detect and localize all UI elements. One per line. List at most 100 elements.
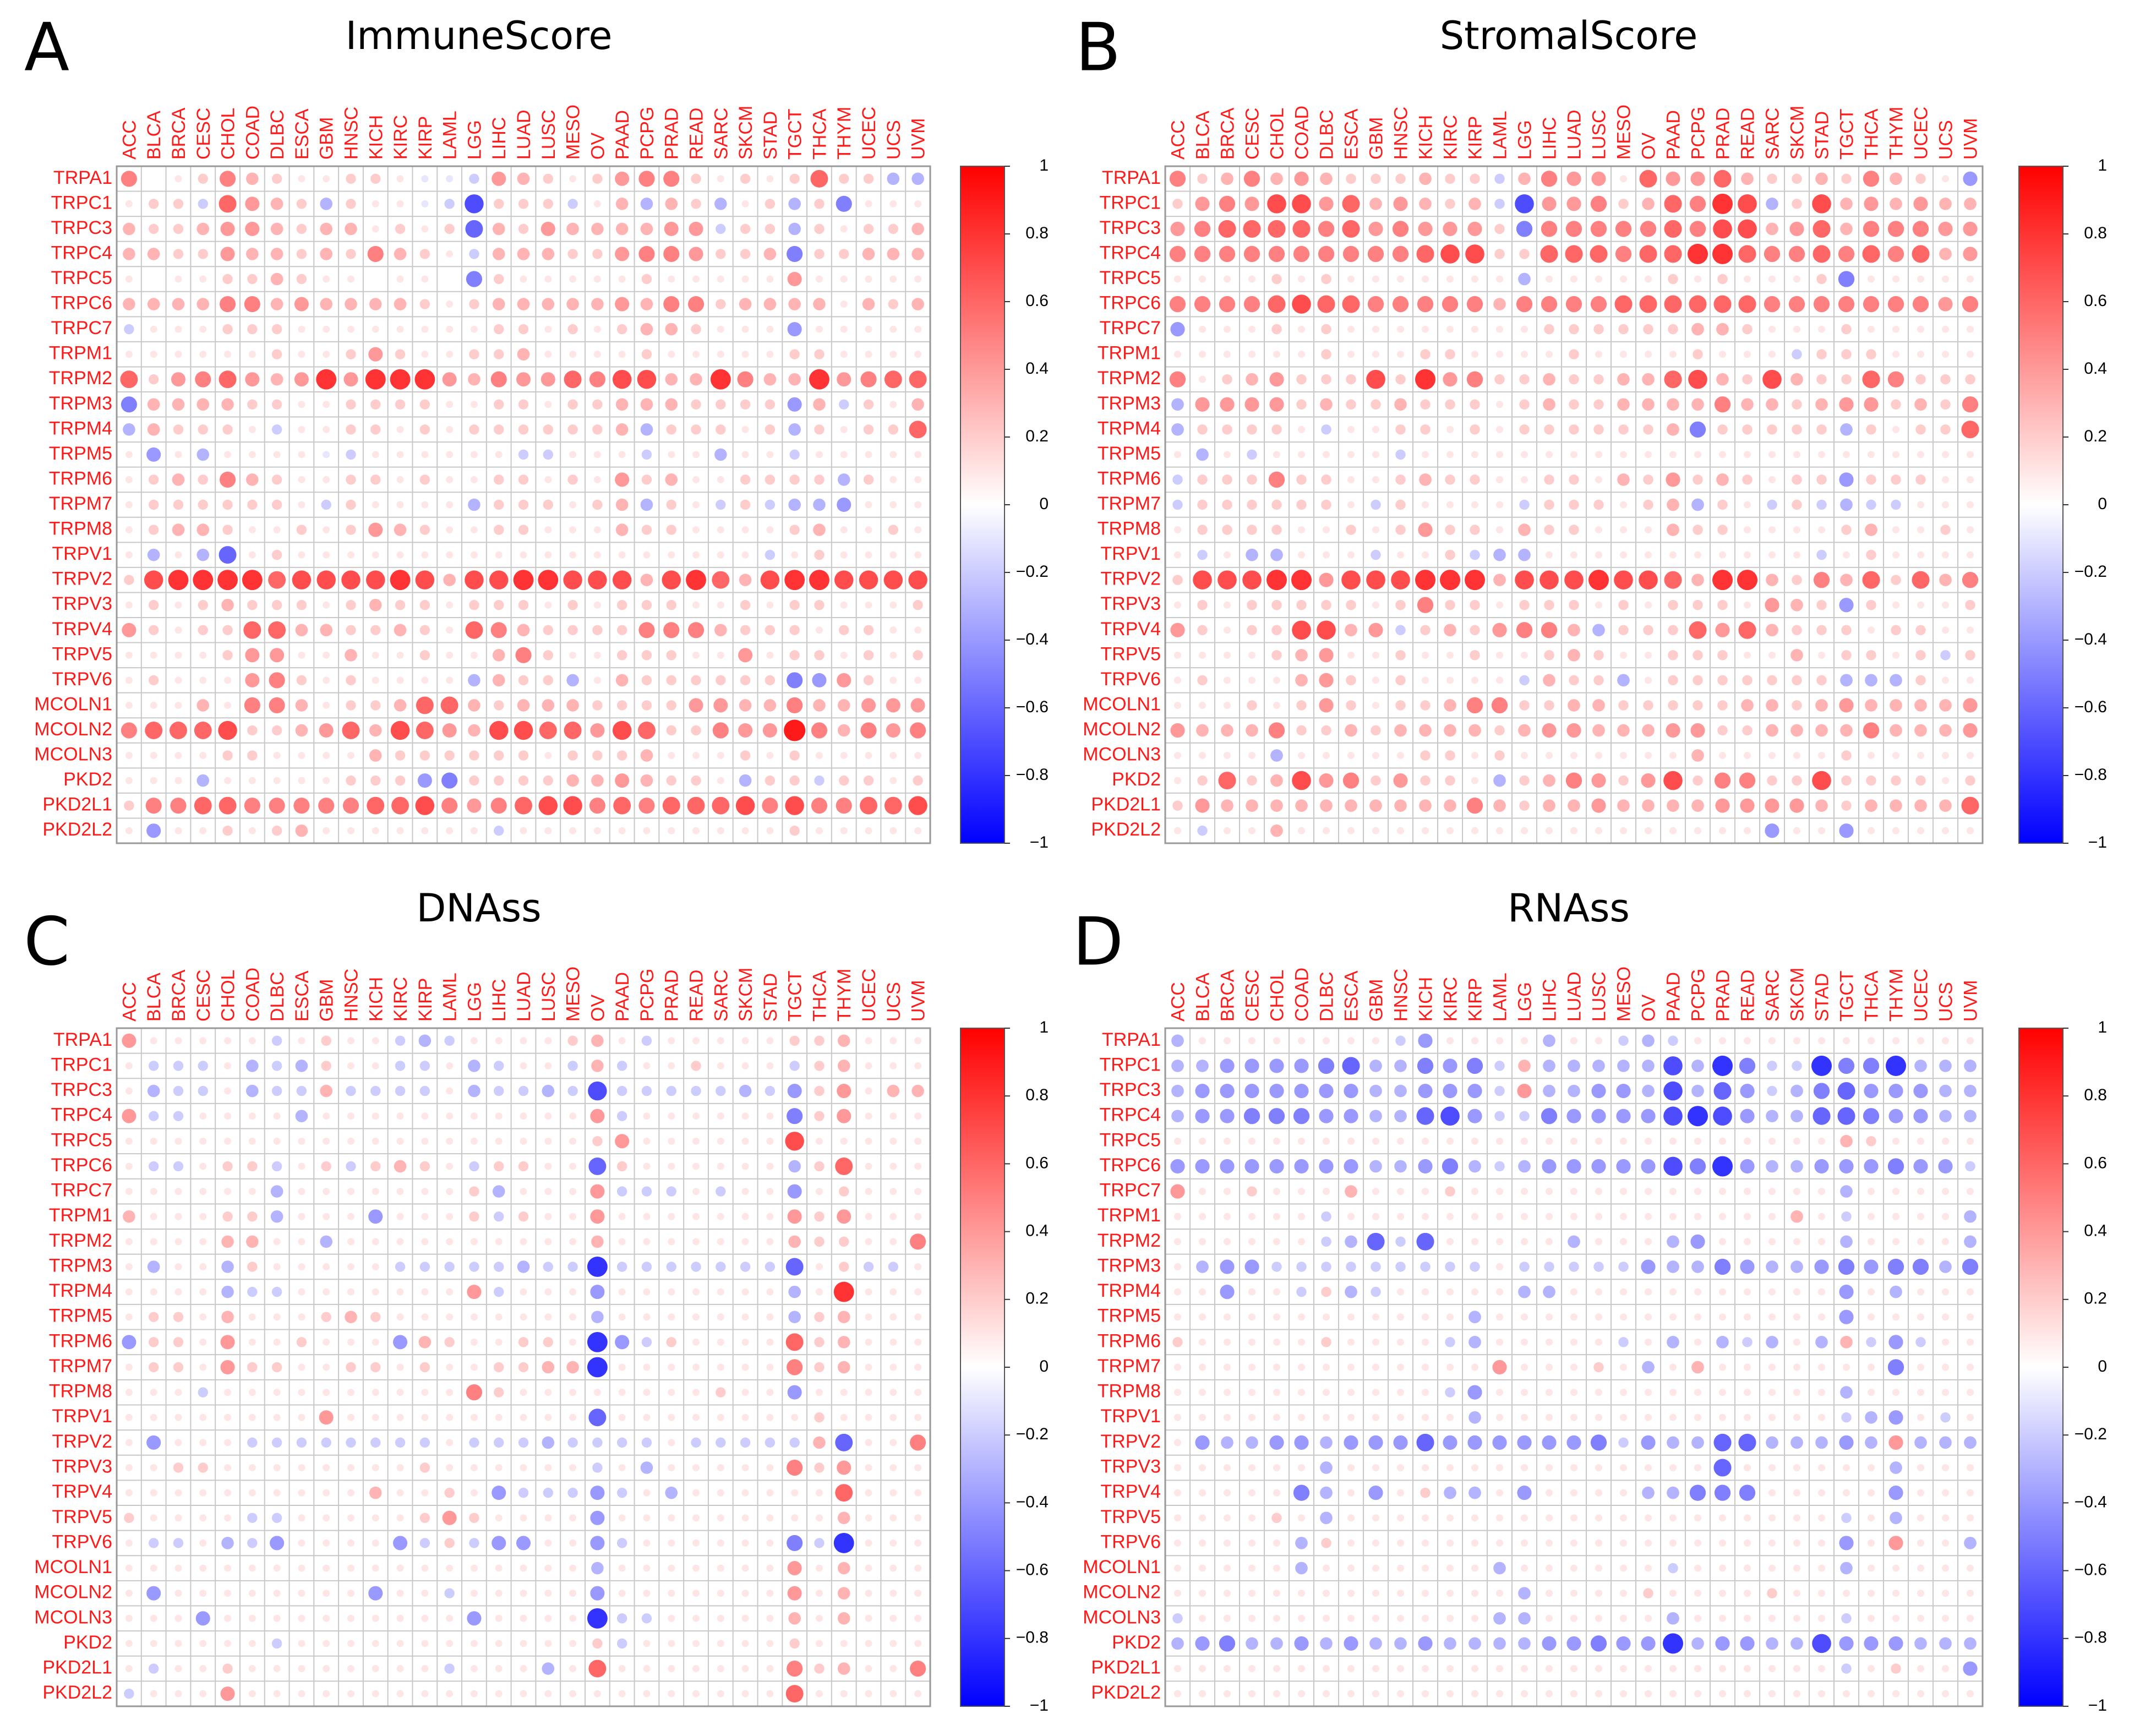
correlation-dot xyxy=(1815,799,1828,812)
correlation-dot xyxy=(217,570,238,591)
correlation-dot xyxy=(396,551,404,559)
correlation-dot xyxy=(1768,1188,1776,1195)
correlation-dot xyxy=(1743,1514,1751,1522)
correlation-dot xyxy=(1667,1235,1679,1248)
correlation-dot xyxy=(618,275,626,283)
correlation-dot xyxy=(665,473,678,486)
correlation-dot xyxy=(1444,624,1456,637)
correlation-dot xyxy=(1372,1539,1380,1547)
correlation-dot xyxy=(346,173,356,184)
correlation-dot xyxy=(914,1338,922,1346)
column-label: KIRC xyxy=(390,115,411,160)
correlation-dot xyxy=(1941,1464,1950,1472)
correlation-dot xyxy=(1248,1489,1256,1497)
correlation-dot xyxy=(1717,274,1728,285)
correlation-dot xyxy=(1491,697,1508,714)
correlation-dot xyxy=(1694,1464,1702,1472)
column-label: STAD xyxy=(760,111,781,160)
correlation-dot xyxy=(763,298,777,310)
correlation-dot xyxy=(1320,1436,1333,1449)
correlation-dot xyxy=(124,324,134,335)
correlation-dot xyxy=(1917,325,1925,333)
correlation-dot xyxy=(889,1614,897,1622)
correlation-dot xyxy=(766,1238,774,1246)
correlation-dot xyxy=(1966,1690,1974,1697)
correlation-dot xyxy=(1495,1489,1504,1497)
correlation-dot xyxy=(270,298,283,310)
correlation-dot xyxy=(1519,1262,1530,1272)
correlation-dot xyxy=(1419,724,1432,737)
correlation-dot xyxy=(544,1213,552,1220)
correlation-dot xyxy=(1664,195,1682,213)
correlation-dot xyxy=(1817,1363,1826,1371)
correlation-dot xyxy=(542,1084,555,1098)
correlation-dot xyxy=(692,1690,700,1697)
correlation-dot xyxy=(1914,1060,1927,1072)
correlation-dot xyxy=(717,1640,724,1647)
correlation-dot xyxy=(298,1263,305,1270)
correlation-dot xyxy=(245,673,260,687)
correlation-dot xyxy=(198,474,208,485)
correlation-dot xyxy=(294,372,309,387)
correlation-dot xyxy=(717,1489,724,1497)
correlation-dot xyxy=(467,1611,482,1626)
correlation-dot xyxy=(615,472,630,487)
correlation-dot xyxy=(170,722,187,739)
row-label: TRPM6 xyxy=(1098,1330,1161,1351)
correlation-dot xyxy=(394,298,407,310)
correlation-dot xyxy=(1737,570,1758,591)
correlation-dot xyxy=(1966,1614,1974,1622)
correlation-dot xyxy=(1668,675,1678,686)
correlation-dot xyxy=(814,1161,825,1172)
correlation-dot xyxy=(741,1363,749,1371)
correlation-dot xyxy=(1372,1313,1380,1321)
correlation-dot xyxy=(1812,1634,1831,1653)
correlation-dot xyxy=(174,1690,182,1697)
correlation-dot xyxy=(865,827,872,834)
correlation-dot xyxy=(1421,1389,1429,1396)
correlation-dot xyxy=(419,1362,430,1373)
row-label: TRPM8 xyxy=(1098,1381,1161,1402)
correlation-dot xyxy=(245,648,260,663)
correlation-dot xyxy=(717,1112,724,1120)
correlation-dot xyxy=(543,775,554,786)
correlation-dot xyxy=(1792,575,1802,585)
correlation-dot xyxy=(543,650,554,660)
column-labels: ACC BLCA BRCA CESC CHOL COAD DLBC ESCA GBM HNSC KI… xyxy=(119,105,929,160)
correlation-dot xyxy=(1644,1213,1652,1220)
correlation-dot xyxy=(1198,1413,1207,1421)
correlation-dot xyxy=(1446,651,1454,659)
correlation-dot xyxy=(1964,1537,1977,1549)
column-label: CHOL xyxy=(1267,108,1288,160)
correlation-dot xyxy=(1367,1232,1385,1251)
correlation-dot xyxy=(813,298,826,310)
correlation-dot xyxy=(1669,1514,1677,1522)
correlation-dot xyxy=(618,1590,626,1597)
correlation-dot xyxy=(469,1161,479,1172)
correlation-dot xyxy=(323,1590,330,1597)
correlation-dot xyxy=(1887,296,1904,313)
correlation-dot xyxy=(323,451,330,458)
correlation-dot xyxy=(787,322,802,337)
column-label: BLCA xyxy=(1193,973,1214,1022)
correlation-dot xyxy=(1694,1137,1702,1145)
correlation-dot xyxy=(1963,698,1978,713)
row-labels: TRPA1TRPC1TRPC3TRPC4TRPC5TRPC6TRPC7TRPM1… xyxy=(1083,167,1161,840)
correlation-dot xyxy=(296,675,307,686)
correlation-dot xyxy=(787,1209,802,1224)
correlation-dot xyxy=(421,551,429,559)
correlation-dot xyxy=(1768,1288,1776,1296)
correlation-dot xyxy=(273,1238,281,1246)
correlation-dot xyxy=(1941,451,1950,458)
correlation-dot xyxy=(1297,425,1306,433)
correlation-dot xyxy=(1415,369,1436,390)
correlation-dot xyxy=(1297,1037,1306,1045)
column-label: COAD xyxy=(242,106,263,160)
correlation-dot xyxy=(914,1640,922,1647)
correlation-dot xyxy=(1198,1037,1207,1045)
column-label: READ xyxy=(686,970,707,1022)
correlation-dot xyxy=(1713,1433,1732,1451)
correlation-dot xyxy=(347,1665,354,1673)
correlation-dot xyxy=(862,298,875,310)
correlation-dot xyxy=(643,1389,651,1396)
